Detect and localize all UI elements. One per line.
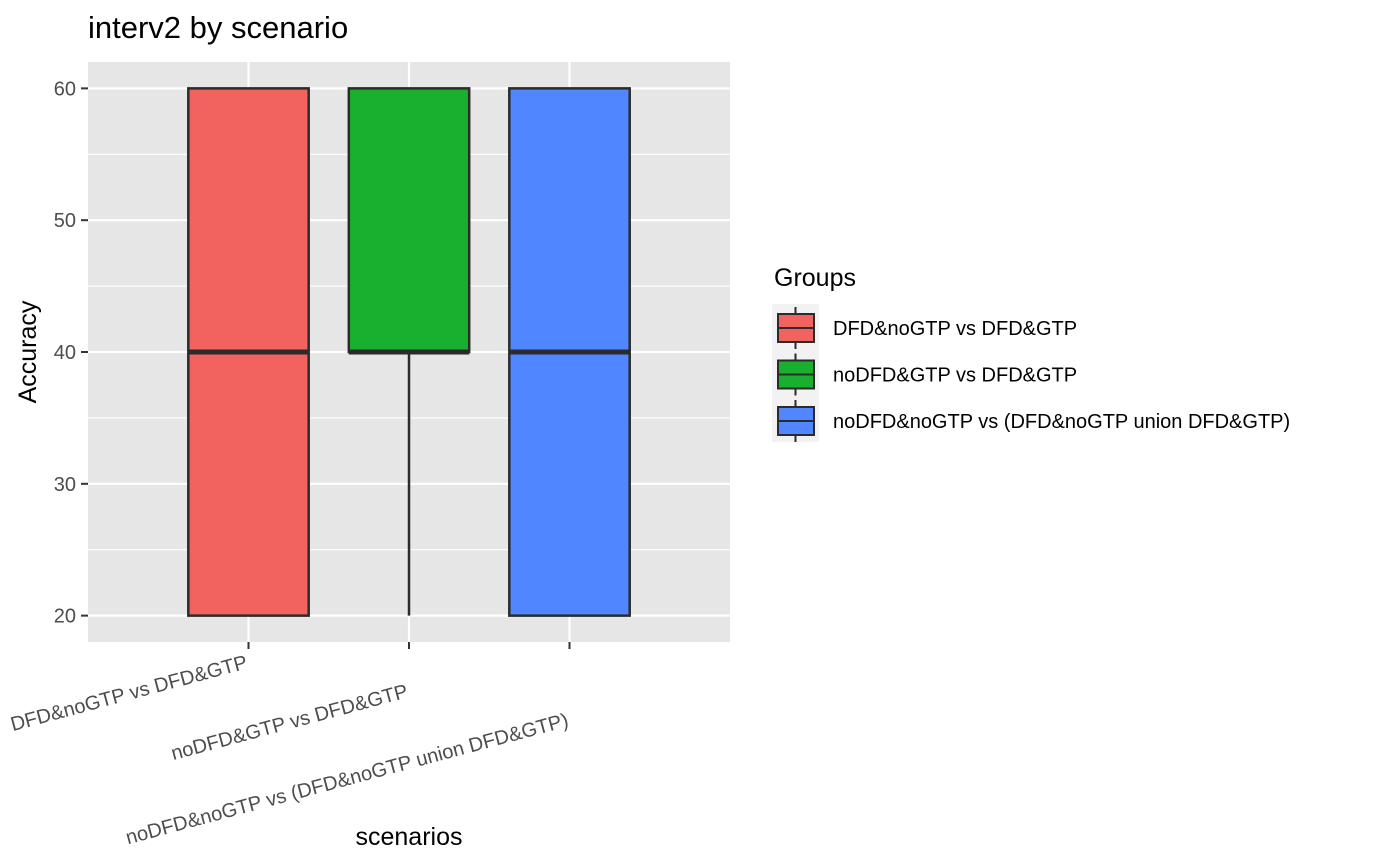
y-tick-label: 30 <box>54 474 76 496</box>
legend-item: noDFD&noGTP vs (DFD&noGTP union DFD&GTP) <box>777 400 1290 442</box>
y-tick-label: 20 <box>54 606 76 628</box>
x-axis-title: scenarios <box>356 823 463 851</box>
legend-title: Groups <box>774 264 856 292</box>
x-tick-label: DFD&noGTP vs DFD&GTP <box>8 652 250 736</box>
legend-label: DFD&noGTP vs DFD&GTP <box>833 318 1077 340</box>
box-1 <box>187 87 310 617</box>
legend: Groups DFD&noGTP vs DFD&GTP noDFD&GTP vs … <box>772 264 1290 442</box>
box-3 <box>508 87 631 617</box>
y-tick-label: 40 <box>54 342 76 364</box>
box-body <box>347 87 471 354</box>
y-axis: 20 30 40 50 60 <box>54 78 88 628</box>
legend-item: DFD&noGTP vs DFD&GTP <box>777 307 1077 349</box>
y-axis-title: Accuracy <box>14 300 42 403</box>
y-tick-label: 60 <box>54 78 76 100</box>
box-2 <box>347 87 471 616</box>
legend-label: noDFD&GTP vs DFD&GTP <box>833 365 1077 387</box>
boxes <box>187 87 631 617</box>
x-tick-label: noDFD&noGTP vs (DFD&noGTP union DFD&GTP) <box>124 710 571 850</box>
x-tick-label: noDFD&GTP vs DFD&GTP <box>169 681 411 765</box>
chart-title: interv2 by scenario <box>88 10 348 45</box>
legend-item: noDFD&GTP vs DFD&GTP <box>777 353 1077 396</box>
y-tick-label: 50 <box>54 210 76 232</box>
legend-label: noDFD&noGTP vs (DFD&noGTP union DFD&GTP) <box>833 411 1290 433</box>
